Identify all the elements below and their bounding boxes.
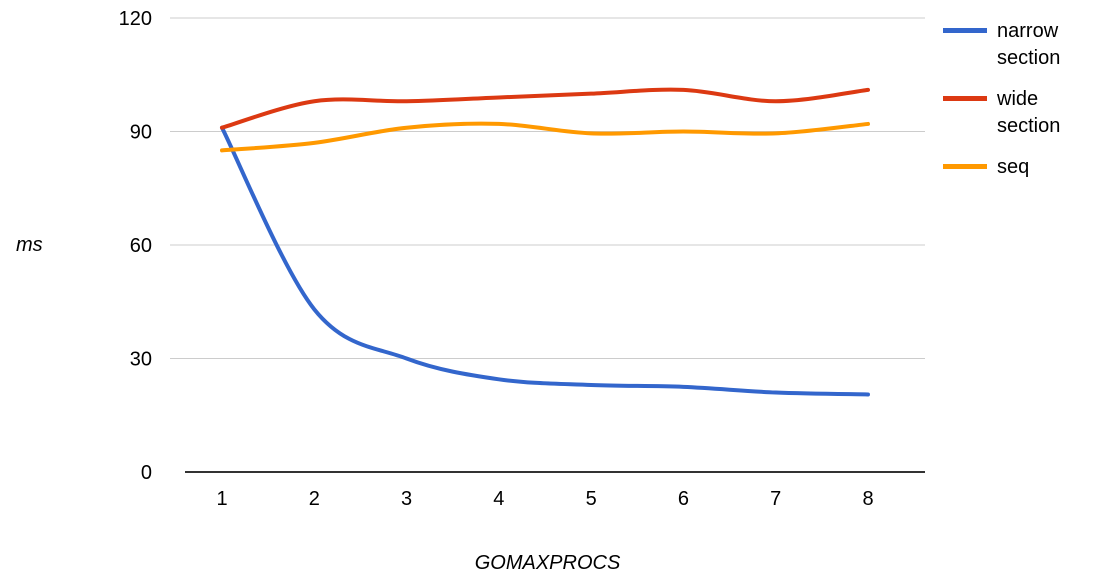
x-tick-label: 6 bbox=[678, 488, 689, 510]
y-tick-label: 0 bbox=[141, 462, 152, 484]
y-tick-label: 120 bbox=[119, 8, 152, 30]
series-line-wide-section bbox=[220, 87, 870, 130]
x-tick-label: 4 bbox=[493, 488, 504, 510]
x-tick-label: 1 bbox=[216, 488, 227, 510]
legend-item: wide section bbox=[943, 86, 1093, 140]
legend: narrow section wide section seq bbox=[943, 18, 1093, 181]
legend-item: seq bbox=[943, 154, 1093, 181]
x-tick-label: 8 bbox=[862, 488, 873, 510]
legend-item: narrow section bbox=[943, 18, 1093, 72]
series-line-narrow-section bbox=[220, 125, 870, 397]
plot-area: 0 30 60 90 120 1 2 3 4 5 6 7 8 bbox=[119, 8, 925, 510]
legend-label: seq bbox=[997, 156, 1030, 178]
legend-swatch bbox=[943, 96, 987, 101]
y-axis-title: ms bbox=[16, 234, 43, 256]
legend-label: narrow section bbox=[997, 20, 1061, 69]
legend-label: wide section bbox=[997, 88, 1061, 137]
legend-swatch bbox=[943, 28, 987, 33]
legend-swatch bbox=[943, 164, 987, 169]
y-tick-label: 60 bbox=[130, 235, 152, 257]
x-axis-title: GOMAXPROCS bbox=[474, 552, 621, 574]
y-tick-label: 30 bbox=[130, 349, 152, 371]
series-line-seq bbox=[220, 121, 870, 153]
x-tick-label: 5 bbox=[586, 488, 597, 510]
x-tick-label: 2 bbox=[309, 488, 320, 510]
x-tick-label: 3 bbox=[401, 488, 412, 510]
y-tick-label: 90 bbox=[130, 122, 152, 144]
x-tick-label: 7 bbox=[770, 488, 781, 510]
